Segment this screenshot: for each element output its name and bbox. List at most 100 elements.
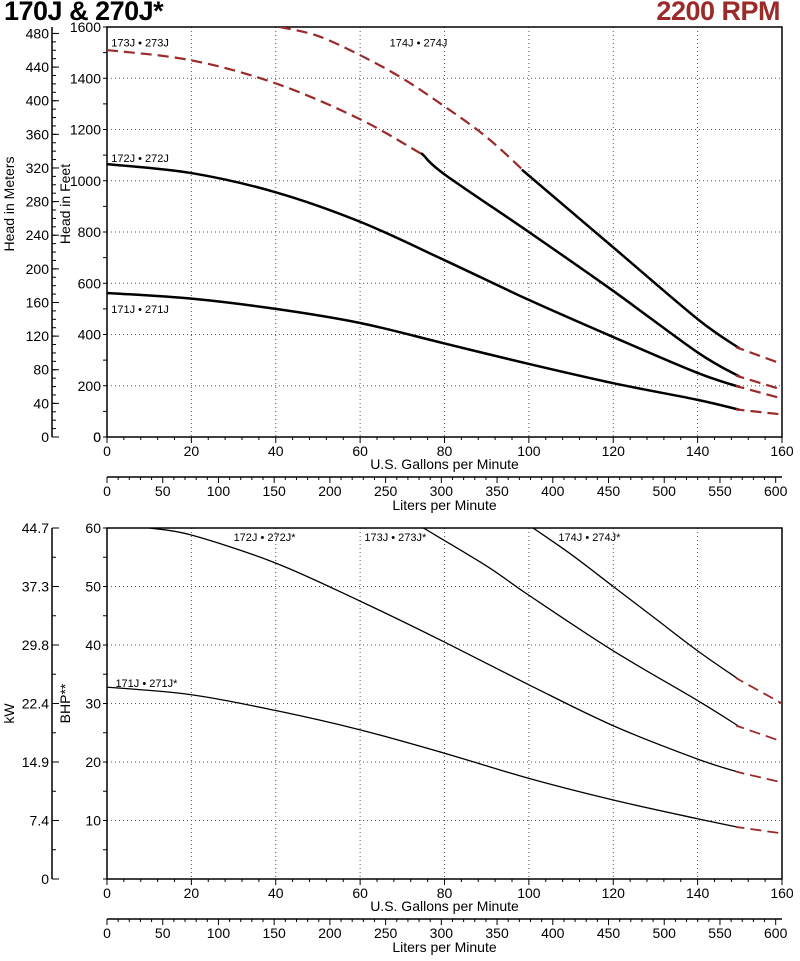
liter-tick-label: 300 [430,925,454,941]
series-line-1 [735,826,782,835]
x-tick-label: 140 [686,443,710,459]
liter-tick-label: 450 [597,483,621,499]
secondary-y-tick-label: 29.8 [22,637,49,653]
secondary-y-tick-label: 400 [26,93,50,109]
secondary-y-tick-label: 160 [26,294,50,310]
y-tick-label: 1200 [70,122,101,138]
liter-tick-label: 150 [262,483,286,499]
series-label-2: 172J • 272J [111,153,169,165]
liter-tick-label: 200 [318,483,342,499]
x-axis-label: U.S. Gallons per Minute [370,456,519,472]
y-tick-label: 400 [78,327,102,343]
series-line-2 [735,385,782,400]
secondary-y-tick-label: 14.9 [22,754,49,770]
series-line-4 [521,169,741,350]
series-label-1: 171J • 271J [111,304,169,316]
series-line-3 [107,48,424,157]
series-line-2 [107,162,741,389]
rpm-label: 2200 RPM [656,0,780,26]
x-tick-label: 40 [268,885,284,901]
secondary-y-axis-label: Head in Meters [1,157,17,252]
liter-tick-label: 300 [430,483,454,499]
y-tick-label: 1000 [70,173,101,189]
liter-tick-label: 400 [541,925,565,941]
secondary-y-tick-label: 440 [26,59,50,75]
x-tick-label: 160 [770,443,794,459]
series-line-3 [735,724,782,743]
y-tick-label: 1600 [70,19,101,35]
x-tick-label: 60 [352,885,368,901]
x-tick-label: 140 [686,885,710,901]
liter-tick-label: 250 [374,925,398,941]
series-line-4 [735,346,782,366]
liter-tick-label: 200 [318,925,342,941]
liter-tick-label: 100 [207,483,231,499]
series-label-4: 174J • 274J [390,37,448,49]
x-tick-label: 80 [437,885,453,901]
liter-tick-label: 100 [207,925,231,941]
x-tick-label: 0 [103,885,111,901]
y-tick-label: 0 [93,429,101,445]
secondary-y-tick-label: 0 [41,871,49,887]
x-tick-label: 60 [352,443,368,459]
secondary-y-tick-label: 37.3 [22,579,49,595]
liter-tick-label: 600 [764,483,788,499]
x-tick-label: 0 [103,443,111,459]
secondary-y-tick-label: 480 [26,25,50,41]
y-tick-label: 40 [85,637,101,653]
x-tick-label: 40 [268,443,284,459]
series-label-1: 171J • 271J* [115,678,178,690]
x-tick-label: 80 [437,443,453,459]
liter-tick-label: 50 [155,925,171,941]
liter-tick-label: 0 [103,925,111,941]
y-tick-label: 0 [93,429,101,445]
liter-tick-label: 600 [764,925,788,941]
liter-tick-label: 550 [708,925,732,941]
x-axis-label: U.S. Gallons per Minute [370,898,519,914]
y-tick-label: 200 [78,378,102,394]
liter-tick-label: 400 [541,483,565,499]
series-label-3: 173J • 273J* [364,532,427,544]
liter-tick-label: 350 [485,925,509,941]
secondary-y-tick-label: 280 [26,194,50,210]
secondary-y-tick-label: 360 [26,126,50,142]
series-label-3: 173J • 273J [111,37,169,49]
liter-axis-label: Liters per Minute [392,939,496,955]
y-tick-label: 600 [78,275,102,291]
liter-tick-label: 350 [485,483,509,499]
y-tick-label: 50 [85,579,101,595]
series-line-2 [149,528,741,774]
liter-tick-label: 500 [653,483,677,499]
x-tick-label: 120 [602,885,626,901]
series-line-3 [420,152,741,378]
secondary-y-tick-label: 240 [26,227,50,243]
y-tick-label: 1400 [70,70,101,86]
y-tick-label: 800 [78,224,102,240]
liter-tick-label: 0 [103,483,111,499]
y-axis-label: BHP** [57,683,73,723]
chart-title: 170J & 270J* [4,0,164,26]
series-label-2: 172J • 272J* [234,532,297,544]
liter-tick-label: 550 [708,483,732,499]
secondary-y-tick-label: 80 [33,362,49,378]
y-tick-label: 60 [85,520,101,536]
secondary-y-tick-label: 40 [33,395,49,411]
y-tick-label: 30 [85,696,101,712]
secondary-y-tick-label: 44.7 [22,520,49,536]
series-line-1 [107,291,741,412]
x-tick-label: 100 [517,885,541,901]
y-axis-label: Head in Feet [57,164,73,244]
liter-tick-label: 500 [653,925,677,941]
secondary-y-tick-label: 0 [41,429,49,445]
series-line-4 [735,677,782,705]
liter-tick-label: 250 [374,483,398,499]
series-line-4 [532,528,741,681]
x-tick-label: 100 [517,443,541,459]
series-line-3 [735,374,782,391]
series-line-4 [279,27,530,177]
series-label-4: 174J • 274J* [558,532,621,544]
liter-tick-label: 450 [597,925,621,941]
secondary-y-tick-label: 200 [26,261,50,277]
secondary-y-tick-label: 320 [26,160,50,176]
